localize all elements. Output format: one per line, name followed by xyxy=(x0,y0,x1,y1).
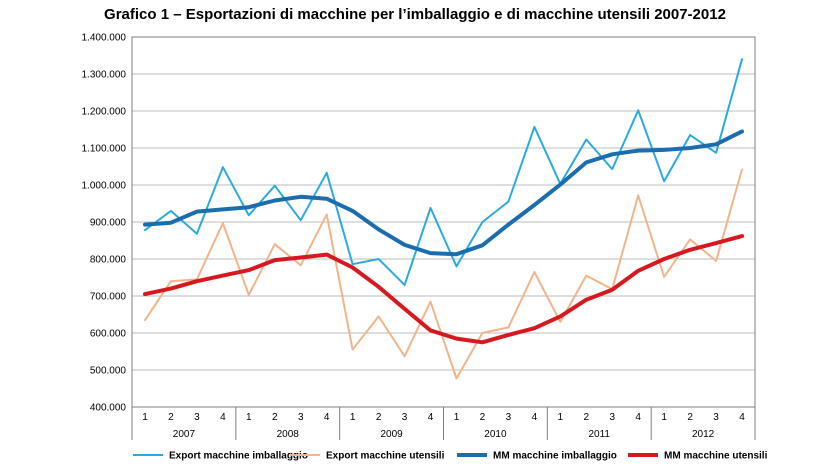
x-quarter-label: 2 xyxy=(168,412,174,423)
x-quarter-label: 1 xyxy=(661,412,667,423)
x-quarter-label: 4 xyxy=(635,412,641,423)
y-tick-label: 1.000.000 xyxy=(82,181,127,192)
legend-label: MM macchine utensili xyxy=(664,451,768,462)
x-quarter-label: 1 xyxy=(142,412,148,423)
y-tick-label: 1.100.000 xyxy=(82,144,127,155)
axis-layer: 400.000 500.000 600.000 700.000 800.000 900.0… xyxy=(82,33,756,440)
legend: Export macchine imballaggio Export macchi… xyxy=(133,451,768,462)
x-year-label: 2008 xyxy=(277,429,300,440)
x-quarter-label: 4 xyxy=(324,412,330,423)
y-tick-label: 600.000 xyxy=(90,329,127,340)
legend-label: Export macchine imballaggio xyxy=(169,451,308,462)
x-quarter-label: 3 xyxy=(402,412,408,423)
y-tick-label: 900.000 xyxy=(90,218,127,229)
series-layer xyxy=(143,58,744,380)
x-quarter-label: 1 xyxy=(558,412,564,423)
x-quarter-label: 2 xyxy=(376,412,382,423)
y-tick-label: 700.000 xyxy=(90,292,127,303)
x-quarter-label: 1 xyxy=(350,412,356,423)
x-quarter-label: 4 xyxy=(532,412,538,423)
legend-label: Export macchine utensili xyxy=(326,451,445,462)
chart-title: Grafico 1 – Esportazioni di macchine per… xyxy=(104,6,726,23)
x-year-label: 2010 xyxy=(484,429,507,440)
x-year-label: 2011 xyxy=(588,429,610,440)
y-tick-label: 500.000 xyxy=(90,366,127,377)
x-quarter-label: 3 xyxy=(506,412,512,423)
x-quarter-label: 3 xyxy=(194,412,200,423)
x-quarter-label: 3 xyxy=(609,412,615,423)
y-tick-label: 800.000 xyxy=(90,255,127,266)
x-year-label: 2007 xyxy=(173,429,196,440)
x-quarter-label: 2 xyxy=(583,412,589,423)
x-quarter-label: 3 xyxy=(298,412,304,423)
x-quarter-label: 2 xyxy=(272,412,278,423)
x-quarter-label: 2 xyxy=(687,412,693,423)
y-tick-label: 1.300.000 xyxy=(82,70,127,81)
series-line-mm-macchine-imballaggio xyxy=(143,129,744,257)
x-quarter-label: 2 xyxy=(480,412,486,423)
x-quarter-label: 4 xyxy=(428,412,434,423)
x-quarter-label: 4 xyxy=(220,412,226,423)
legend-label: MM macchine imballaggio xyxy=(493,451,617,462)
series-line-export-macchine-utensili xyxy=(144,168,743,380)
x-quarter-label: 1 xyxy=(246,412,252,423)
grid-layer xyxy=(132,36,755,408)
x-year-label: 2009 xyxy=(380,429,403,440)
series-line-mm-macchine-utensili xyxy=(143,234,744,345)
y-tick-label: 1.400.000 xyxy=(82,33,127,44)
x-quarter-label: 3 xyxy=(713,412,719,423)
y-tick-label: 400.000 xyxy=(90,403,127,414)
x-quarter-label: 4 xyxy=(739,412,745,423)
series-line-export-macchine-imballaggio xyxy=(144,58,743,286)
x-quarter-label: 1 xyxy=(454,412,460,423)
x-year-label: 2012 xyxy=(692,429,715,440)
y-tick-label: 1.200.000 xyxy=(82,107,127,118)
